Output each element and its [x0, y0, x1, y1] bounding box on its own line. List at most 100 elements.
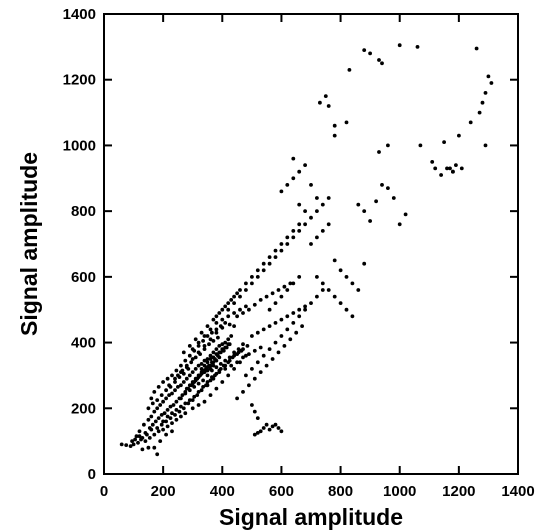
- data-point: [146, 417, 151, 422]
- data-point: [276, 288, 281, 292]
- data-point: [239, 348, 244, 353]
- data-point: [202, 347, 207, 351]
- x-tick-label: 1200: [442, 483, 475, 500]
- data-point: [276, 350, 281, 355]
- data-point: [454, 163, 458, 168]
- data-point: [223, 367, 228, 371]
- data-point: [184, 386, 189, 391]
- data-point: [442, 140, 446, 145]
- data-point: [220, 307, 225, 312]
- data-point: [202, 370, 207, 374]
- data-point: [179, 414, 183, 419]
- data-point: [483, 91, 488, 95]
- data-point: [235, 291, 240, 296]
- data-point: [244, 373, 248, 378]
- data-point: [291, 281, 296, 286]
- data-point: [297, 222, 302, 227]
- data-point: [232, 324, 237, 328]
- data-point: [183, 391, 188, 396]
- data-point: [156, 416, 161, 420]
- data-point: [391, 196, 396, 200]
- data-point: [474, 46, 479, 51]
- data-point: [159, 413, 164, 417]
- data-point: [150, 422, 155, 427]
- data-point: [214, 386, 219, 391]
- data-point: [238, 294, 242, 299]
- data-point: [258, 370, 263, 374]
- data-point: [238, 360, 242, 365]
- data-point: [241, 311, 245, 315]
- axis-ticks: 0 200 400 600 800 1000 1200 1400 0 200 400 600 800 10…: [63, 6, 535, 500]
- x-tick-label: 1000: [383, 483, 416, 500]
- data-point: [201, 378, 206, 383]
- data-point: [213, 373, 217, 378]
- x-tick-label: 800: [328, 483, 353, 500]
- data-point: [217, 311, 222, 315]
- data-point: [202, 358, 207, 363]
- data-point: [220, 317, 225, 322]
- data-point: [199, 388, 204, 393]
- data-point: [288, 281, 293, 286]
- data-point: [189, 360, 194, 365]
- data-point: [229, 334, 234, 338]
- data-point: [190, 347, 195, 351]
- data-point: [201, 339, 206, 343]
- data-point: [214, 347, 219, 351]
- data-point: [168, 385, 173, 389]
- data-point: [232, 367, 237, 371]
- data-point: [223, 321, 228, 325]
- data-point: [279, 429, 284, 434]
- data-point: [279, 294, 284, 299]
- data-point: [196, 390, 201, 394]
- data-point: [273, 422, 278, 427]
- data-point: [211, 376, 216, 381]
- data-point: [202, 399, 207, 404]
- data-point: [162, 411, 167, 416]
- x-tick-label: 0: [100, 483, 108, 500]
- data-point: [161, 399, 166, 404]
- data-point: [165, 424, 170, 429]
- data-point: [211, 355, 216, 360]
- data-point: [250, 367, 254, 371]
- data-point: [217, 344, 222, 348]
- data-point: [181, 380, 186, 384]
- data-point: [433, 166, 438, 171]
- data-point: [199, 362, 204, 366]
- data-point: [250, 403, 254, 407]
- data-point: [430, 160, 435, 164]
- data-point: [241, 390, 245, 394]
- data-point: [133, 437, 138, 442]
- data-point: [192, 394, 197, 399]
- data-point: [196, 344, 201, 348]
- data-point: [247, 383, 251, 388]
- data-point: [273, 340, 278, 345]
- data-point: [187, 344, 192, 348]
- data-point: [264, 363, 269, 368]
- data-point: [315, 196, 319, 200]
- data-point: [207, 342, 211, 347]
- data-point: [226, 307, 231, 312]
- data-point: [217, 355, 222, 360]
- data-point: [208, 327, 213, 332]
- data-point: [309, 301, 313, 305]
- data-point: [164, 396, 169, 401]
- data-point: [226, 301, 231, 305]
- data-point: [270, 357, 275, 361]
- data-point: [223, 340, 228, 345]
- y-tick-label: 1400: [63, 6, 96, 23]
- data-point: [199, 371, 204, 376]
- data-point: [273, 248, 278, 253]
- data-point: [149, 414, 154, 419]
- data-point: [291, 156, 296, 161]
- data-point: [196, 381, 201, 386]
- data-point: [143, 439, 148, 443]
- data-point: [338, 301, 343, 305]
- data-point: [297, 275, 302, 279]
- data-point: [477, 110, 482, 115]
- data-point: [183, 358, 188, 363]
- data-point: [320, 281, 325, 286]
- data-point: [377, 58, 381, 62]
- data-point: [282, 284, 287, 289]
- data-point: [217, 370, 222, 374]
- data-point: [190, 406, 195, 411]
